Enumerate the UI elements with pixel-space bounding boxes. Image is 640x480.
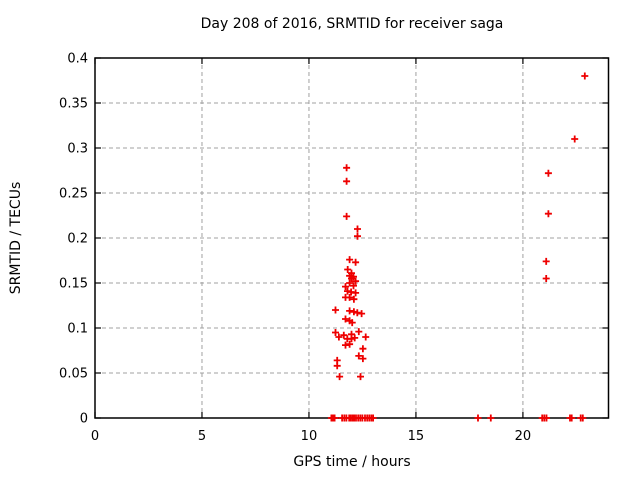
y-tick-label: 0.1 [67, 322, 88, 337]
data-point-marker [544, 210, 552, 218]
chart-title: Day 208 of 2016, SRMTID for receiver sag… [200, 16, 504, 32]
data-points [327, 72, 589, 422]
data-point-marker [343, 212, 351, 220]
data-point-marker [346, 279, 354, 287]
data-point-marker [336, 373, 344, 381]
data-point-marker [357, 373, 364, 381]
data-point-marker [358, 310, 366, 318]
data-point-marker [543, 414, 550, 422]
data-point-marker [542, 257, 550, 265]
data-point-marker [581, 72, 589, 80]
data-point-marker [579, 414, 587, 422]
data-point-marker [544, 169, 552, 177]
axis-ticks [94, 57, 609, 419]
data-point-marker [350, 282, 357, 290]
data-point-marker [354, 232, 361, 240]
data-point-marker [355, 328, 363, 336]
x-tick-label: 0 [91, 429, 99, 444]
data-point-marker [340, 331, 348, 339]
data-point-marker [332, 306, 339, 314]
data-point-marker [474, 414, 482, 422]
y-tick-label: 0.2 [67, 232, 88, 247]
x-axis-label: GPS time / hours [293, 454, 411, 470]
data-point-marker [359, 355, 367, 363]
y-tick-labels: 0 0.05 0.1 0.15 0.2 0.25 0.3 0.35 0.4 [59, 52, 88, 427]
data-point-marker [487, 414, 495, 422]
data-point-marker [342, 283, 349, 291]
data-point-marker [352, 258, 360, 266]
data-point-marker [348, 335, 355, 343]
x-tick-label: 20 [515, 429, 532, 444]
data-point-marker [331, 414, 339, 422]
data-point-marker [542, 275, 550, 282]
x-tick-label: 5 [198, 429, 206, 444]
data-point-marker [333, 362, 341, 370]
x-tick-labels: 0 5 10 15 20 [91, 429, 531, 444]
data-point-marker [346, 293, 354, 301]
data-point-marker [350, 308, 358, 316]
data-point-marker [362, 333, 370, 341]
data-point-marker [354, 225, 361, 233]
data-point-marker [348, 275, 355, 282]
data-point-marker [346, 256, 354, 264]
data-point-marker [344, 266, 352, 273]
data-point-marker [335, 333, 343, 341]
data-point-marker [568, 414, 576, 422]
data-point-marker [571, 135, 579, 143]
data-point-marker [359, 345, 367, 353]
data-point-marker [342, 315, 349, 323]
y-tick-label: 0.05 [59, 367, 88, 382]
data-point-marker [355, 352, 363, 360]
data-point-marker [332, 329, 339, 336]
y-tick-label: 0.35 [59, 97, 88, 112]
data-point-marker [352, 289, 360, 297]
y-tick-label: 0.25 [59, 187, 88, 202]
y-tick-label: 0.4 [67, 52, 88, 67]
grid-lines [95, 58, 609, 418]
data-point-marker [350, 295, 358, 303]
y-tick-label: 0.3 [67, 142, 88, 157]
data-point-marker [352, 277, 360, 285]
y-tick-label: 0 [80, 412, 88, 427]
y-tick-label: 0.15 [59, 277, 88, 292]
data-point-marker [343, 164, 351, 172]
x-tick-label: 15 [408, 429, 425, 444]
data-point-marker [342, 341, 349, 349]
data-point-marker [348, 319, 356, 327]
x-tick-label: 10 [301, 429, 318, 444]
data-point-marker [369, 414, 377, 422]
data-point-marker [343, 177, 351, 185]
